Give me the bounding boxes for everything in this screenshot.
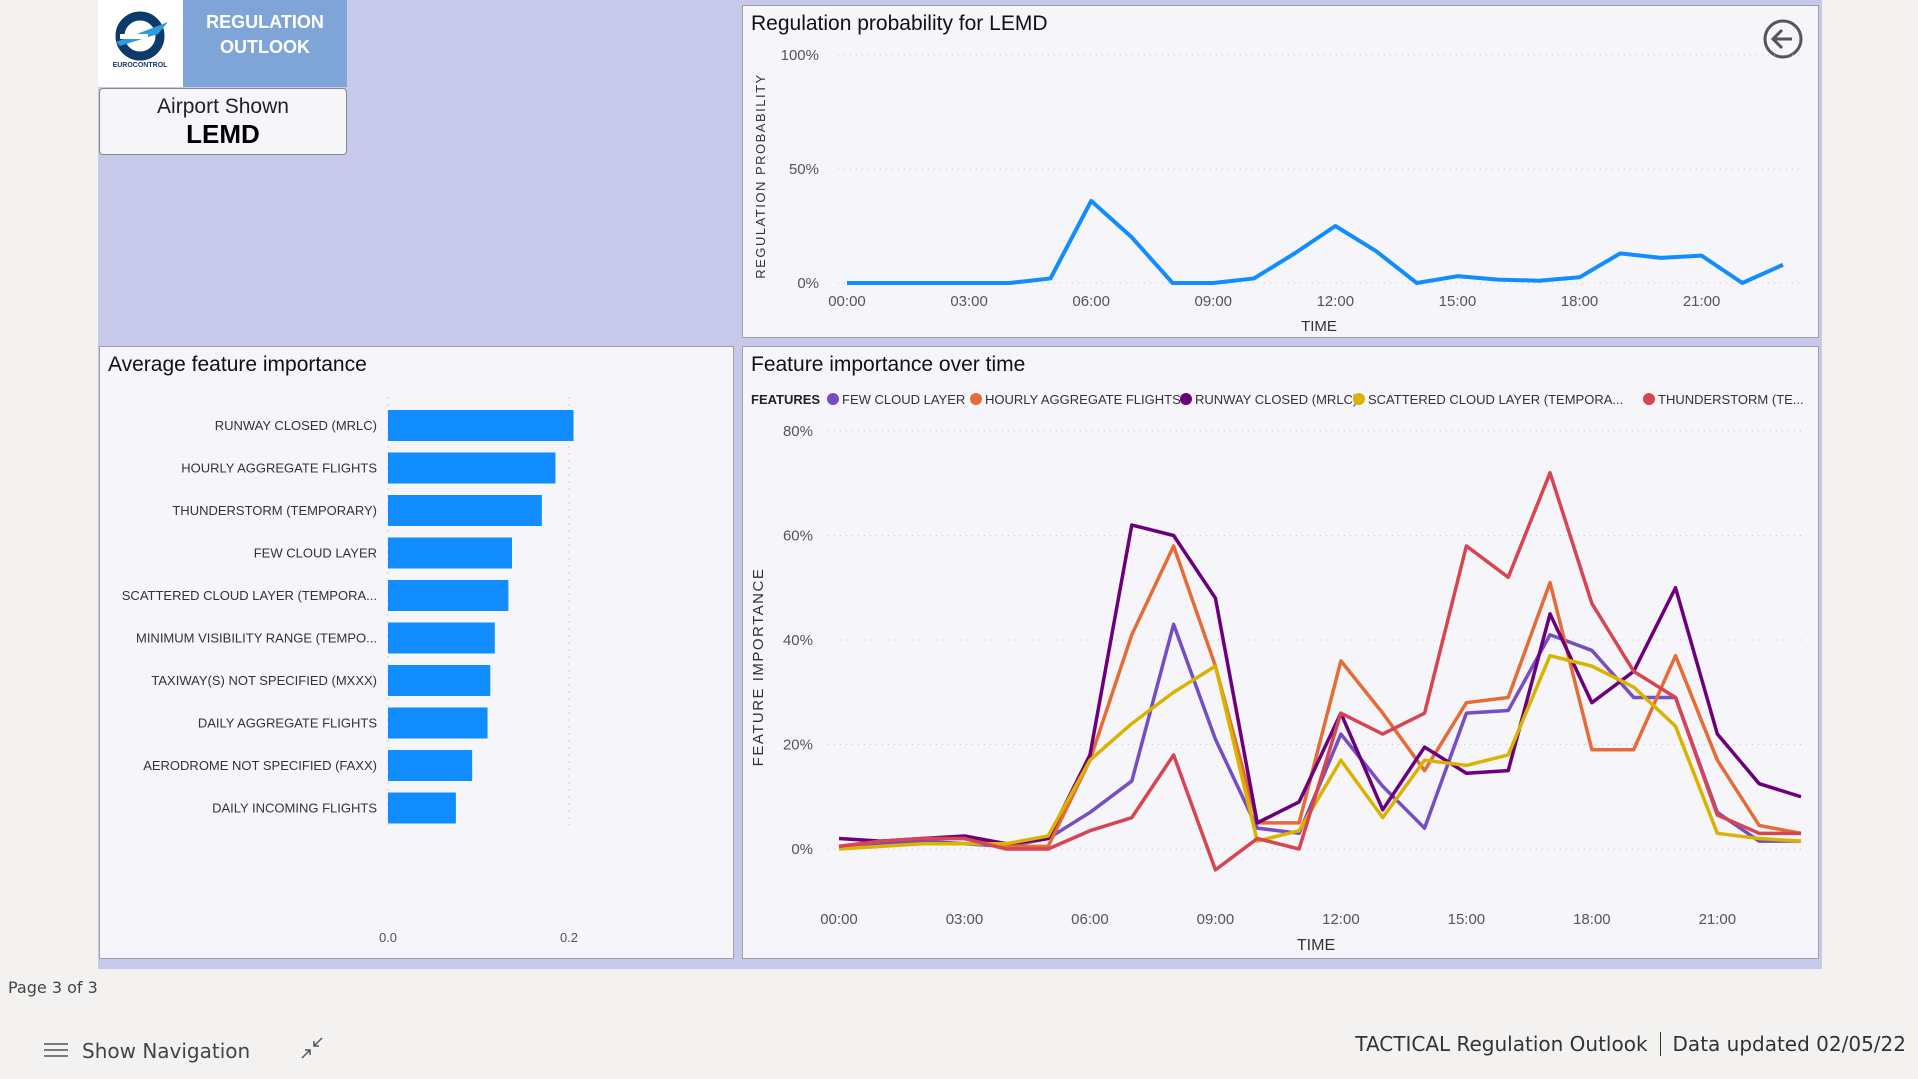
chart-title: Average feature importance <box>108 353 367 376</box>
avg-importance-chart: 0.0 0.2 RUNWAY CLOSED (MRLC) HOURLY AGGREGA… <box>122 397 578 945</box>
x-tick-label: 18:00 <box>1573 911 1611 928</box>
bar <box>388 792 456 824</box>
x-tick-label: 09:00 <box>1197 911 1235 928</box>
hamburger-icon <box>44 1039 68 1063</box>
legend-marker <box>1353 393 1365 405</box>
x-tick-label: 12:00 <box>1317 293 1355 310</box>
probability-chart: 0% 50% 100% 00:00 03:00 06:00 09:00 12:00 15:00 1… <box>753 47 1803 335</box>
footer-status: TACTICAL Regulation Outlook Data updated… <box>1355 1032 1906 1056</box>
category-label: DAILY AGGREGATE FLIGHTS <box>198 716 377 731</box>
y-tick-label: 0% <box>797 275 819 292</box>
legend-label: THUNDERSTORM (TE... <box>1658 392 1804 407</box>
category-label: MINIMUM VISIBILITY RANGE (TEMPO... <box>136 631 377 646</box>
chart-title: Regulation probability for LEMD <box>751 12 1048 35</box>
x-tick-label: 12:00 <box>1322 911 1360 928</box>
legend-marker <box>1180 393 1192 405</box>
bar <box>388 495 542 526</box>
x-tick-label: 00:00 <box>828 293 866 310</box>
probability-line <box>847 198 1784 285</box>
report-name: TACTICAL Regulation Outlook <box>1355 1032 1648 1056</box>
category-label: FEW CLOUD LAYER <box>254 546 377 561</box>
title-line1: REGULATION <box>206 12 324 32</box>
report-title: REGULATION OUTLOOK <box>183 0 347 87</box>
legend-marker <box>827 393 839 405</box>
title-line2: OUTLOOK <box>220 37 310 57</box>
legend-label: SCATTERED CLOUD LAYER (TEMPORA... <box>1368 392 1623 407</box>
legend-title: FEATURES <box>751 392 820 407</box>
page-indicator: Page 3 of 3 <box>8 978 98 997</box>
x-tick-label: 03:00 <box>946 911 984 928</box>
x-tick-label: 06:00 <box>1071 911 1109 928</box>
y-axis-label: FEATURE IMPORTANCE <box>750 568 767 767</box>
bar <box>388 707 488 739</box>
legend-marker <box>1643 393 1655 405</box>
x-tick-label: 21:00 <box>1683 293 1721 310</box>
back-arrow-circle-icon[interactable] <box>1762 18 1804 64</box>
importance-over-time-panel: Feature importance over time 0% 20% 40% 60%… <box>742 346 1819 959</box>
chart-title: Feature importance over time <box>751 353 1026 376</box>
y-tick-label: 100% <box>781 47 819 64</box>
legend-label: FEW CLOUD LAYER <box>842 392 965 407</box>
bar <box>388 452 556 484</box>
series-line <box>838 471 1801 872</box>
x-tick-label: 15:00 <box>1448 911 1486 928</box>
x-tick-label: 03:00 <box>950 293 988 310</box>
x-tick-label: 0.0 <box>379 930 397 945</box>
airport-card: Airport Shown LEMD <box>99 88 347 155</box>
category-label: DAILY INCOMING FLIGHTS <box>212 801 377 816</box>
bar <box>388 580 509 611</box>
y-tick-label: 80% <box>783 423 813 440</box>
legend-label: HOURLY AGGREGATE FLIGHTS <box>985 392 1181 407</box>
bar <box>388 665 491 696</box>
x-tick-label: 21:00 <box>1699 911 1737 928</box>
bar <box>388 750 473 781</box>
svg-text:EUROCONTROL: EUROCONTROL <box>113 62 169 69</box>
category-label: TAXIWAY(S) NOT SPECIFIED (MXXX) <box>151 673 377 688</box>
x-tick-label: 15:00 <box>1439 293 1477 310</box>
report-canvas: EUROCONTROL REGULATION OUTLOOK Airport S… <box>98 0 1822 969</box>
x-tick-label: 00:00 <box>820 911 858 928</box>
show-navigation-button[interactable]: Show Navigation <box>44 1036 324 1065</box>
show-navigation-label: Show Navigation <box>82 1038 251 1063</box>
eurocontrol-logo: EUROCONTROL <box>98 0 183 87</box>
collapse-arrows-icon[interactable] <box>300 1036 324 1065</box>
x-tick-label: 18:00 <box>1561 293 1599 310</box>
y-tick-label: 20% <box>783 737 813 754</box>
series-line <box>838 653 1802 851</box>
legend-label: RUNWAY CLOSED (MRLC) <box>1195 392 1357 407</box>
category-label: RUNWAY CLOSED (MRLC) <box>215 418 377 433</box>
y-tick-label: 60% <box>783 528 813 545</box>
category-label: HOURLY AGGREGATE FLIGHTS <box>181 461 377 476</box>
y-tick-label: 40% <box>783 632 813 649</box>
x-axis-label: TIME <box>1297 937 1335 954</box>
x-tick-label: 09:00 <box>1194 293 1232 310</box>
divider <box>1659 1032 1661 1056</box>
x-tick-label: 0.2 <box>560 930 578 945</box>
importance-over-time-chart: 0% 20% 40% 60% 80% 00:00 03:00 06:00 09:00 12:00 1… <box>750 392 1804 954</box>
avg-importance-panel: Average feature importance 0.0 0.2 RUNWAY … <box>99 346 734 959</box>
series-line <box>838 544 1802 849</box>
legend-marker <box>970 393 982 405</box>
y-tick-label: 50% <box>789 161 819 178</box>
airport-label: Airport Shown <box>157 95 289 118</box>
regulation-probability-panel: Regulation probability for LEMD 0% 50% 100… <box>742 5 1819 338</box>
bar <box>388 622 495 654</box>
data-updated: Data updated 02/05/22 <box>1672 1032 1906 1056</box>
bar <box>388 410 574 441</box>
bar <box>388 537 512 569</box>
y-tick-label: 0% <box>791 841 813 858</box>
category-label: THUNDERSTORM (TEMPORARY) <box>172 503 377 518</box>
category-label: SCATTERED CLOUD LAYER (TEMPORA... <box>122 588 377 603</box>
airport-value: LEMD <box>186 119 260 149</box>
y-axis-label: REGULATION PROBABILITY <box>753 73 768 278</box>
x-axis-label: TIME <box>1301 318 1337 335</box>
x-tick-label: 06:00 <box>1072 293 1110 310</box>
category-label: AERODROME NOT SPECIFIED (FAXX) <box>143 758 377 773</box>
